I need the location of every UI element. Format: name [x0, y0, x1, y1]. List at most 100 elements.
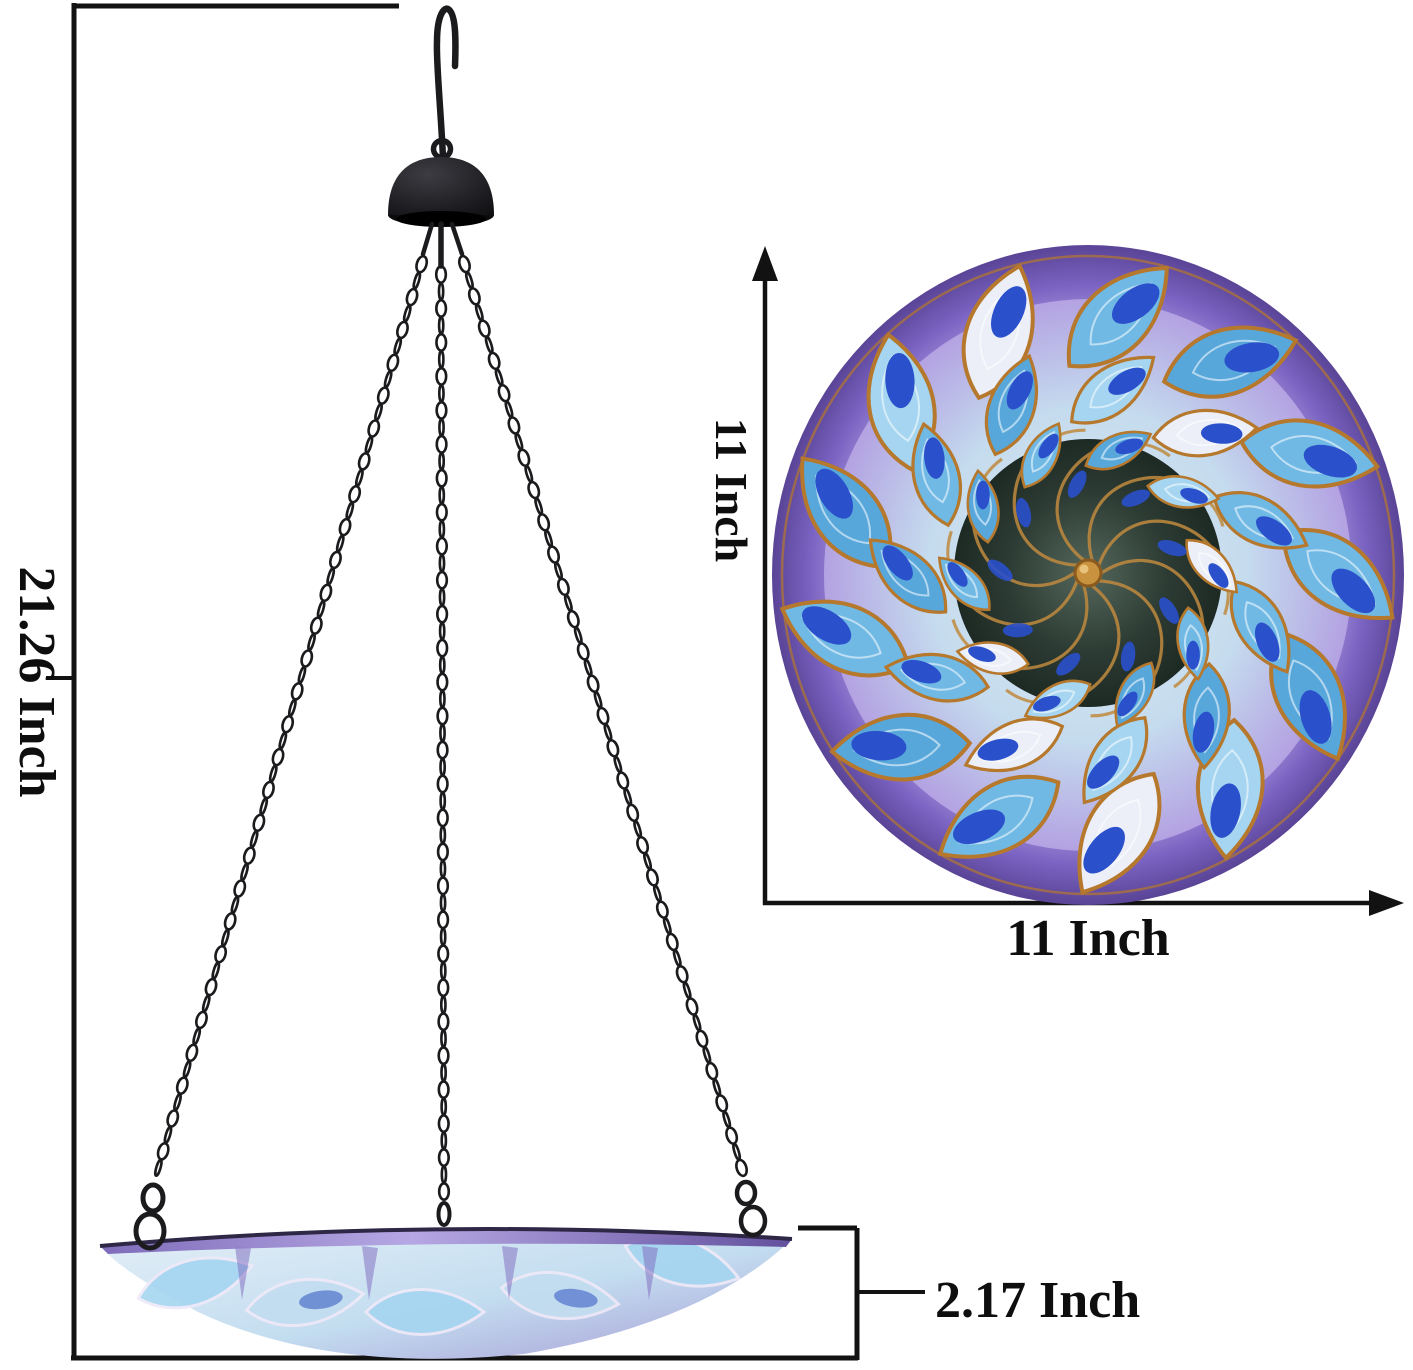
s-hook-left-loop — [133, 1211, 167, 1251]
chain-link — [154, 1158, 163, 1177]
side-feather-leaf — [136, 1256, 255, 1310]
chain-link — [437, 1080, 450, 1100]
feather-petal — [1084, 430, 1153, 471]
chain-link — [735, 1158, 749, 1178]
center-knob — [1073, 558, 1103, 588]
rod-left — [420, 221, 435, 257]
chain-link — [712, 1078, 722, 1097]
chain-link — [438, 519, 446, 539]
vortex-teardrop — [1067, 470, 1087, 498]
bowl-feather-pattern — [779, 263, 1395, 895]
chain-link — [438, 553, 446, 573]
center-knob-highlight — [1079, 564, 1089, 574]
feather-petal — [911, 421, 963, 528]
rim-streak — [502, 1246, 518, 1300]
chain-link — [415, 254, 429, 274]
hanger-hook-icon — [433, 5, 459, 162]
chain-link — [556, 577, 570, 597]
feather-petal — [966, 468, 1000, 544]
chain-link — [576, 642, 590, 661]
chain-link — [242, 846, 256, 865]
chain-link — [438, 655, 446, 675]
chain-link — [435, 366, 448, 386]
vortex-teardrop — [1157, 539, 1187, 557]
chain-link — [675, 964, 689, 984]
chain-link — [566, 609, 580, 629]
spiral-arm — [951, 578, 1089, 670]
overall-height-label: 21.26 Inch — [8, 566, 65, 797]
chain-link — [439, 927, 447, 947]
bowl-rim-edge — [99, 1227, 793, 1248]
chain-link — [221, 928, 230, 947]
chain-link — [271, 747, 285, 767]
chain-link — [695, 1029, 709, 1049]
feather-petal — [1182, 661, 1231, 771]
petal-teardrop — [901, 659, 942, 684]
chain-link — [436, 740, 449, 760]
chain-link — [514, 432, 524, 451]
chain-link — [262, 780, 275, 800]
chain-link — [435, 502, 448, 522]
chain-link — [616, 771, 630, 790]
chain-link — [156, 1142, 170, 1161]
chain-link — [652, 884, 662, 903]
s-hook-right-loop — [738, 1204, 768, 1238]
petal-teardrop — [1115, 438, 1144, 455]
chain-link — [436, 774, 449, 794]
petal-teardrop — [1006, 371, 1034, 410]
feather-petal — [963, 717, 1065, 773]
chain-link — [662, 916, 672, 935]
chain-link — [319, 583, 333, 603]
petal-teardrop — [1087, 755, 1120, 789]
chain-link — [440, 1165, 448, 1185]
petal-teardrop — [1331, 568, 1376, 614]
chain-link — [436, 604, 449, 624]
chain-link — [439, 995, 447, 1015]
cap-shadow — [396, 211, 486, 227]
chain-link — [606, 739, 620, 758]
chain-link — [563, 593, 573, 613]
side-feather — [136, 1256, 255, 1310]
chain-link — [230, 895, 240, 915]
s-hook-left — [140, 1182, 166, 1214]
chain-link — [682, 981, 692, 1000]
petal-teardrop — [1111, 283, 1160, 324]
chain-link — [440, 1063, 447, 1083]
chain-link — [474, 303, 484, 322]
feather-petal — [937, 556, 991, 612]
chain-link — [367, 419, 381, 438]
rim-streak — [362, 1246, 378, 1300]
chain-link — [173, 1092, 182, 1112]
bowl-gold-rim — [780, 254, 1396, 896]
s-hook-right — [734, 1179, 758, 1207]
feather-petal — [1082, 716, 1149, 805]
vortex-teardrop — [1016, 497, 1032, 528]
chain-link — [201, 994, 211, 1013]
petal-teardrop — [1208, 563, 1229, 588]
chain-link — [437, 1148, 450, 1168]
petal-teardrop — [991, 286, 1027, 338]
chain-link — [278, 731, 288, 750]
petal-teardrop — [1117, 691, 1138, 717]
feather-petal — [1066, 265, 1169, 369]
chain-link — [672, 948, 682, 968]
petal-teardrop — [1254, 622, 1280, 662]
chain-link — [438, 417, 445, 437]
chain-link — [386, 353, 400, 373]
basin-depth-label: 2.17 Inch — [935, 1272, 1140, 1329]
chain-link — [259, 797, 269, 816]
chain-link — [435, 434, 448, 454]
petal-teardrop — [977, 738, 1019, 761]
petal-teardrop — [1032, 695, 1061, 712]
petal-teardrop — [1083, 826, 1125, 874]
chain-link — [357, 452, 371, 471]
dome-cap — [388, 157, 494, 227]
chain-link — [223, 912, 237, 931]
feather-petal — [1077, 771, 1162, 895]
side-feather-leaf — [363, 1288, 487, 1336]
chain-link — [517, 448, 531, 468]
chain-link — [643, 852, 652, 871]
vortex-teardrop — [1159, 597, 1180, 624]
chain-link — [547, 545, 561, 564]
chain-link — [487, 351, 501, 371]
